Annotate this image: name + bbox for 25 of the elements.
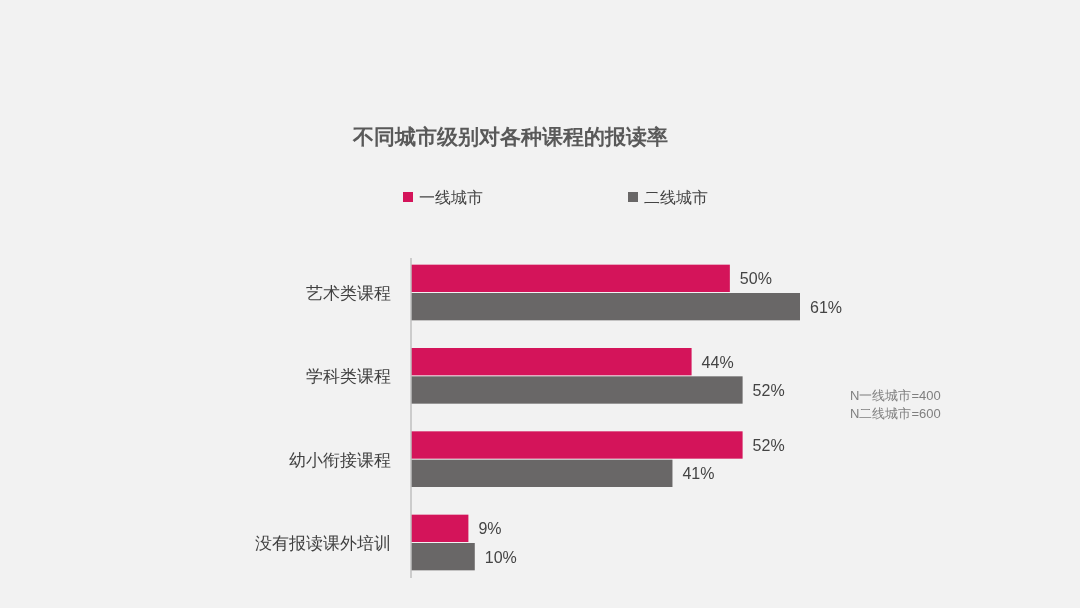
data-label: 41%: [682, 465, 715, 483]
bar: [411, 459, 673, 487]
legend-label: 二线城市: [644, 188, 708, 206]
y-tick-label: 学科类课程: [306, 367, 391, 387]
y-tick-label: 没有报读课外培训: [255, 533, 391, 553]
legend-label: 一线城市: [419, 188, 483, 206]
bar: [411, 293, 800, 321]
text: N二线城市=600: [850, 406, 941, 421]
bar: [411, 543, 475, 571]
y-tick-label: 艺术类课程: [306, 283, 391, 303]
bar: [411, 376, 743, 404]
bar: [411, 264, 730, 292]
data-label: 10%: [484, 548, 517, 566]
chart-title: 不同城市级别对各种课程的报读率: [351, 125, 668, 148]
data-label: 44%: [701, 353, 734, 371]
bar: [411, 348, 692, 376]
text: N一线城市=400: [850, 388, 941, 403]
data-label: 52%: [752, 437, 785, 455]
data-label: 61%: [810, 298, 843, 316]
bar: [411, 514, 469, 542]
data-label: 50%: [739, 270, 772, 288]
y-tick-label: 幼小衔接课程: [289, 450, 391, 470]
bar: [411, 431, 743, 459]
data-label: 52%: [752, 382, 785, 400]
data-label: 9%: [478, 520, 502, 538]
